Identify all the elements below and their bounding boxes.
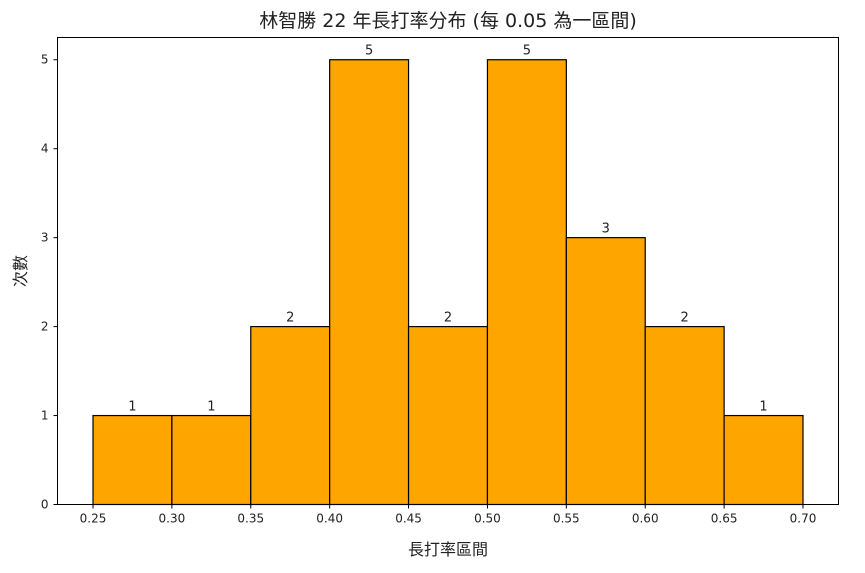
y-tick-label: 3 — [41, 231, 49, 245]
x-tick-label: 0.25 — [80, 512, 107, 526]
histogram-bar — [329, 59, 410, 506]
bar-value-label: 1 — [759, 400, 767, 415]
bar-value-label: 2 — [444, 311, 452, 326]
bar-value-label: 2 — [681, 311, 689, 326]
x-tick-label: 0.70 — [790, 512, 817, 526]
x-tick-label: 0.55 — [553, 512, 580, 526]
x-tick-label: 0.50 — [474, 512, 501, 526]
x-tick-label: 0.30 — [159, 512, 186, 526]
bar-value-label: 1 — [207, 400, 215, 415]
histogram-bar — [250, 325, 331, 506]
bar-value-label: 2 — [286, 311, 294, 326]
histogram-bar — [407, 325, 489, 506]
histogram-bar — [723, 414, 804, 506]
x-tick-label: 0.35 — [237, 512, 264, 526]
y-tick-label: 0 — [41, 498, 49, 512]
y-axis-label: 次數 — [11, 255, 30, 287]
x-tick-label: 0.65 — [711, 512, 738, 526]
histogram-bar — [92, 414, 173, 506]
bar-value-label: 3 — [602, 222, 610, 237]
x-tick-label: 0.40 — [316, 512, 343, 526]
y-tick-label: 2 — [41, 320, 49, 334]
histogram-bar — [171, 414, 252, 506]
bar-value-label: 1 — [128, 400, 136, 415]
bar-value-label: 5 — [365, 44, 373, 59]
x-tick-label: 0.60 — [632, 512, 659, 526]
plot-frame — [57, 37, 839, 505]
histogram-bar — [486, 59, 567, 506]
y-tick-label: 4 — [41, 142, 49, 156]
histogram-bar — [644, 325, 725, 506]
bar-value-label: 5 — [523, 44, 531, 59]
y-tick-label: 5 — [41, 53, 49, 67]
x-tick-label: 0.45 — [395, 512, 422, 526]
histogram-bar — [565, 237, 646, 506]
x-axis-label: 長打率區間 — [408, 540, 488, 559]
chart-title: 林智勝 22 年長打率分布 (每 0.05 為一區間) — [259, 10, 637, 32]
y-tick-label: 1 — [41, 409, 49, 423]
